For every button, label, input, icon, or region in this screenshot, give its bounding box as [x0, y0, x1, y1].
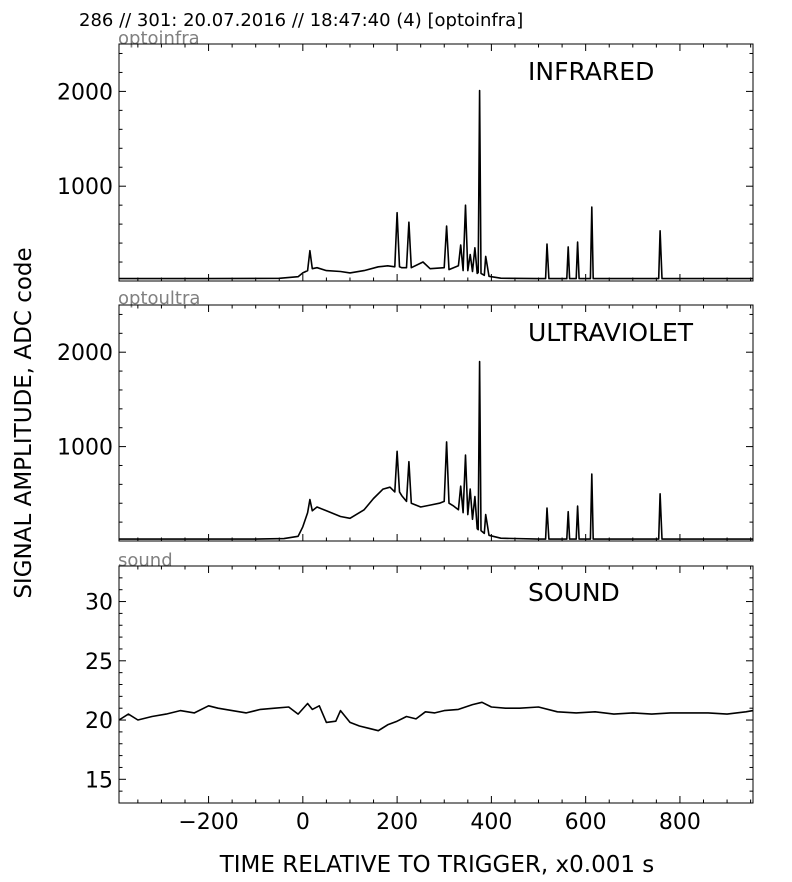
- ultraviolet-channel-label: optoultra: [118, 288, 200, 309]
- infrared-y-tick-label: 1000: [57, 175, 113, 200]
- sound-y-tick-label: 15: [85, 768, 113, 793]
- x-tick-label: −200: [178, 810, 238, 835]
- sound-plot-frame: [118, 565, 754, 804]
- x-axis-label: TIME RELATIVE TO TRIGGER, x0.001 s: [219, 852, 655, 878]
- infrared-panel: optoinfra INFRARED 1000 2000: [57, 28, 754, 282]
- y-axis-label: SIGNAL AMPLITUDE, ADC code: [11, 247, 37, 598]
- sound-channel-label: sound: [118, 550, 173, 571]
- x-tick-label: 800: [659, 810, 701, 835]
- sound-title: SOUND: [528, 578, 620, 607]
- ultraviolet-y-tick-label: 2000: [57, 341, 113, 366]
- ultraviolet-y-tick-label: 1000: [57, 436, 113, 461]
- sound-signal-line: [118, 701, 754, 732]
- infrared-plot-frame: [118, 43, 754, 282]
- sound-y-tick-label: 30: [85, 591, 113, 616]
- x-tick-label: 0: [296, 810, 310, 835]
- ultraviolet-plot-frame: [118, 304, 754, 542]
- infrared-title: INFRARED: [528, 57, 654, 86]
- x-tick-label: 600: [565, 810, 607, 835]
- sound-y-tick-label: 20: [85, 709, 113, 734]
- ultraviolet-title: ULTRAVIOLET: [528, 318, 694, 347]
- figure-header: 286 // 301: 20.07.2016 // 18:47:40 (4) […: [79, 10, 523, 31]
- sound-y-tick-label: 25: [85, 650, 113, 675]
- x-tick-label: 200: [376, 810, 418, 835]
- infrared-y-tick-label: 2000: [57, 80, 113, 105]
- infrared-channel-label: optoinfra: [118, 28, 200, 49]
- ultraviolet-panel: optoultra ULTRAVIOLET 1000 2000: [57, 288, 754, 542]
- ultraviolet-signal-line: [119, 360, 753, 540]
- x-tick-label: 400: [470, 810, 512, 835]
- infrared-signal-line: [119, 89, 753, 280]
- sound-panel: sound SOUND 15 20 25 30: [85, 550, 754, 804]
